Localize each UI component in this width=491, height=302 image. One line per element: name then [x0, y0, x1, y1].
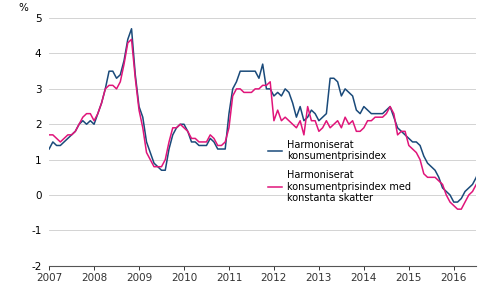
- Harmoniserat
konsumentprisindex med
konstanta skatter: [439, 183, 445, 186]
- Harmoniserat
konsumentprisindex: [159, 169, 164, 172]
- Harmoniserat
konsumentprisindex: [439, 186, 445, 190]
- Harmoniserat
konsumentprisindex: [451, 200, 457, 204]
- Harmoniserat
konsumentprisindex: [338, 94, 344, 98]
- Harmoniserat
konsumentprisindex med
konstanta skatter: [46, 133, 52, 137]
- Harmoniserat
konsumentprisindex: [129, 27, 135, 31]
- Harmoniserat
konsumentprisindex med
konstanta skatter: [170, 126, 176, 130]
- Harmoniserat
konsumentprisindex med
konstanta skatter: [485, 204, 491, 207]
- Harmoniserat
konsumentprisindex med
konstanta skatter: [129, 37, 135, 41]
- Harmoniserat
konsumentprisindex: [489, 183, 491, 186]
- Harmoniserat
konsumentprisindex: [46, 147, 52, 151]
- Harmoniserat
konsumentprisindex: [455, 200, 461, 204]
- Harmoniserat
konsumentprisindex med
konstanta skatter: [159, 165, 164, 169]
- Line: Harmoniserat
konsumentprisindex med
konstanta skatter: Harmoniserat konsumentprisindex med kons…: [49, 39, 491, 234]
- Line: Harmoniserat
konsumentprisindex: Harmoniserat konsumentprisindex: [49, 29, 491, 202]
- Harmoniserat
konsumentprisindex: [170, 133, 176, 137]
- Harmoniserat
konsumentprisindex med
konstanta skatter: [451, 204, 457, 207]
- Y-axis label: %: %: [19, 3, 28, 13]
- Legend: Harmoniserat
konsumentprisindex, Harmoniserat
konsumentprisindex med
konstanta s: Harmoniserat konsumentprisindex, Harmoni…: [268, 140, 411, 204]
- Harmoniserat
konsumentprisindex med
konstanta skatter: [338, 126, 344, 130]
